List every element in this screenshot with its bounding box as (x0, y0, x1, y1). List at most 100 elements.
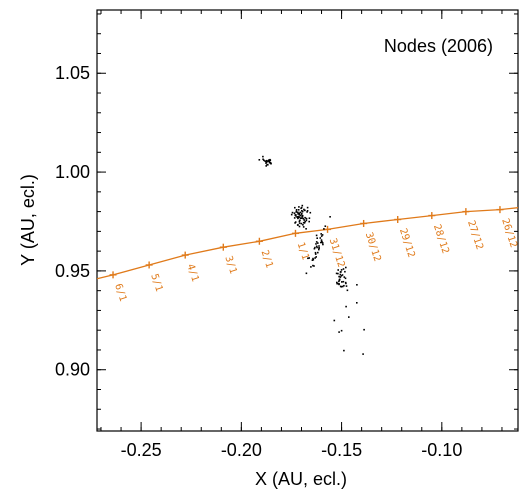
node-point (320, 233, 322, 235)
node-point (299, 211, 302, 214)
node-point (312, 264, 314, 267)
node-point (295, 209, 298, 211)
node-point (342, 268, 345, 270)
orbit-marker (394, 216, 402, 224)
node-point (362, 353, 364, 355)
orbit-marker (145, 261, 153, 269)
node-point (341, 274, 344, 276)
node-point (258, 159, 261, 161)
orbit-marker (428, 212, 436, 220)
node-point (268, 161, 271, 164)
node-point (298, 206, 300, 208)
node-point (312, 258, 315, 261)
orbit-marker (291, 229, 299, 237)
orbit-date-label: 1/1 (295, 241, 311, 262)
x-tick-label: -0.25 (121, 440, 162, 460)
node-point (320, 241, 322, 244)
node-point (314, 257, 316, 259)
node-point (343, 284, 345, 287)
node-point (320, 235, 323, 237)
node-point (297, 211, 299, 214)
node-point (300, 213, 303, 215)
node-point (306, 206, 309, 209)
node-point (313, 265, 315, 267)
node-point (318, 245, 320, 247)
orbit-date-label: 6/1 (112, 282, 128, 303)
node-point (337, 269, 339, 271)
node-point (339, 276, 342, 278)
node-point (345, 285, 348, 287)
x-tick-label: -0.10 (421, 440, 462, 460)
orbit-date-label: 5/1 (148, 272, 164, 293)
node-point (303, 219, 305, 221)
node-point (301, 214, 304, 217)
node-point (345, 266, 347, 269)
x-tick-label: -0.15 (321, 440, 362, 460)
node-point (264, 160, 266, 162)
node-point (341, 285, 344, 288)
node-point (356, 302, 358, 304)
node-point (294, 221, 297, 223)
node-point (304, 220, 306, 223)
node-point (321, 240, 323, 243)
node-point (298, 212, 301, 215)
node-point (265, 165, 267, 167)
node-point (308, 220, 310, 223)
y-tick-label: 1.05 (55, 63, 90, 83)
node-point (263, 159, 265, 162)
node-point (342, 280, 345, 283)
x-axis-label: X (AU, ecl.) (255, 469, 347, 489)
y-axis: 0.90 0.95 1.00 1.05 (55, 13, 518, 430)
node-point (293, 212, 296, 214)
node-point (335, 272, 338, 275)
node-point (268, 159, 270, 161)
node-point (296, 224, 299, 226)
node-point (338, 331, 340, 333)
node-point (343, 276, 346, 278)
node-point (297, 213, 299, 215)
orbit-date-label: 29/12 (397, 227, 417, 259)
orbit-marker (496, 206, 504, 214)
node-point (298, 216, 301, 218)
node-point (339, 285, 342, 288)
node-point (299, 219, 301, 222)
node-point (346, 289, 349, 292)
node-point (323, 228, 325, 230)
node-point (314, 253, 317, 255)
node-point (345, 282, 347, 285)
node-point (324, 225, 327, 227)
node-point (336, 281, 338, 284)
node-point (300, 222, 303, 225)
orbit-marker (255, 237, 263, 245)
node-point (363, 328, 365, 331)
node-point (319, 237, 322, 239)
node-point (300, 217, 303, 219)
node-point (305, 219, 308, 222)
node-point (315, 243, 317, 245)
orbit-date-label: 30/12 (363, 231, 383, 263)
plot-frame (96, 9, 519, 432)
node-point (343, 349, 345, 352)
orbit-date-label: 4/1 (184, 263, 200, 284)
orbit-marker (360, 219, 368, 227)
node-point (315, 241, 318, 243)
node-point (295, 210, 298, 213)
node-point (301, 210, 303, 212)
node-point (345, 305, 347, 308)
node-point (329, 216, 331, 218)
node-point (340, 269, 343, 271)
node-point (338, 275, 340, 278)
node-point (302, 217, 305, 220)
node-point (301, 210, 304, 213)
node-point (298, 222, 301, 224)
orbit-marker (109, 271, 117, 279)
orbit-date-label: 28/12 (431, 223, 451, 255)
orbit-marker (324, 225, 332, 233)
node-point (317, 251, 319, 254)
node-point (308, 217, 311, 219)
node-point (303, 209, 306, 212)
node-point (312, 257, 314, 260)
node-point (305, 272, 308, 275)
node-point (340, 329, 343, 332)
